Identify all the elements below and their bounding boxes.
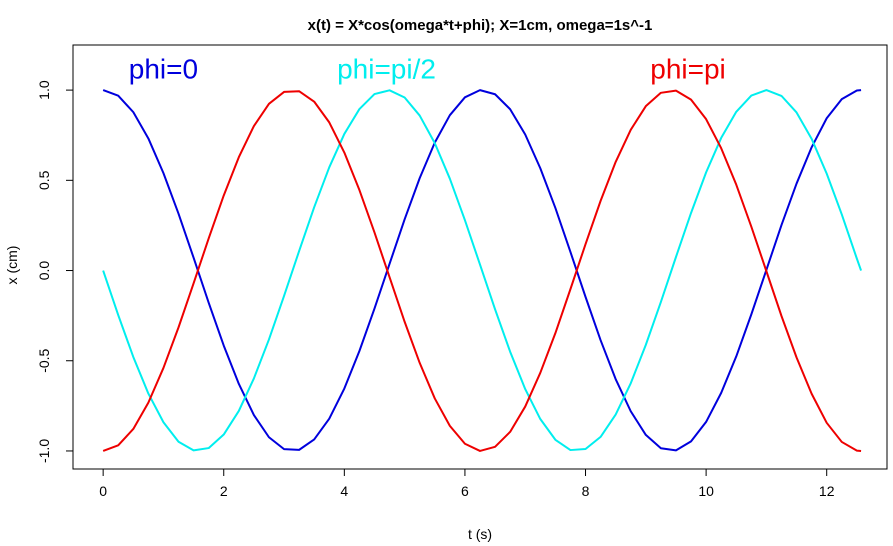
annotation-1: phi=0 xyxy=(129,53,198,84)
chart-title: x(t) = X*cos(omega*t+phi); X=1cm, omega=… xyxy=(308,17,653,34)
plot-area: 0 2 4 6 8 10 12 -1.0 -0.5 0.0 0.5 1.0 phi=0 phi=pi/2 p… xyxy=(36,44,888,499)
y-tick-label: 0.0 xyxy=(36,261,52,281)
series-line-2 xyxy=(102,89,863,452)
x-tick-label: 4 xyxy=(340,483,348,499)
x-axis-label: t (s) xyxy=(468,526,492,542)
annotation-2: phi=pi/2 xyxy=(337,53,436,84)
x-tick-label: 8 xyxy=(582,483,590,499)
plot-frame xyxy=(72,44,888,470)
x-tick-label: 2 xyxy=(220,483,228,499)
y-tick-label: 1.0 xyxy=(36,80,52,100)
annotation-3: phi=pi xyxy=(650,53,726,84)
y-tick-label: -0.5 xyxy=(36,348,52,372)
x-tick-label: 0 xyxy=(99,483,107,499)
y-tick-label: 0.5 xyxy=(36,170,52,190)
series-line-3 xyxy=(102,89,862,452)
y-axis-label: x (cm) xyxy=(4,246,20,285)
y-tick-label: -1.0 xyxy=(36,439,52,463)
series-line-1 xyxy=(102,89,862,452)
x-tick-label: 10 xyxy=(698,483,714,499)
x-tick-label: 6 xyxy=(461,483,469,499)
x-tick-label: 12 xyxy=(819,483,835,499)
